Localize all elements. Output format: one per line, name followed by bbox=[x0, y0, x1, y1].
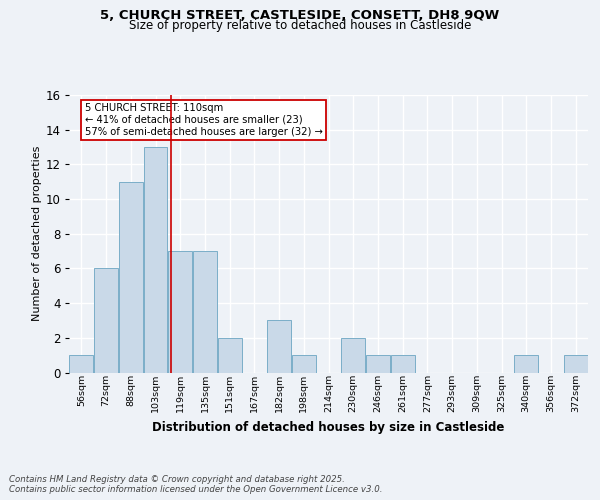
Bar bbox=[193, 251, 217, 372]
Bar bbox=[391, 355, 415, 372]
Text: 5, CHURCH STREET, CASTLESIDE, CONSETT, DH8 9QW: 5, CHURCH STREET, CASTLESIDE, CONSETT, D… bbox=[100, 9, 500, 22]
Bar bbox=[168, 251, 192, 372]
Bar bbox=[267, 320, 291, 372]
X-axis label: Distribution of detached houses by size in Castleside: Distribution of detached houses by size … bbox=[152, 420, 505, 434]
Text: Size of property relative to detached houses in Castleside: Size of property relative to detached ho… bbox=[129, 19, 471, 32]
Bar bbox=[94, 268, 118, 372]
Bar bbox=[292, 355, 316, 372]
Bar bbox=[70, 355, 94, 372]
Bar bbox=[514, 355, 538, 372]
Bar bbox=[119, 182, 143, 372]
Bar bbox=[143, 147, 167, 372]
Bar bbox=[366, 355, 390, 372]
Bar bbox=[341, 338, 365, 372]
Bar bbox=[563, 355, 587, 372]
Y-axis label: Number of detached properties: Number of detached properties bbox=[32, 146, 41, 322]
Text: Contains HM Land Registry data © Crown copyright and database right 2025.
Contai: Contains HM Land Registry data © Crown c… bbox=[9, 474, 383, 494]
Bar bbox=[218, 338, 242, 372]
Text: 5 CHURCH STREET: 110sqm
← 41% of detached houses are smaller (23)
57% of semi-de: 5 CHURCH STREET: 110sqm ← 41% of detache… bbox=[85, 104, 322, 136]
